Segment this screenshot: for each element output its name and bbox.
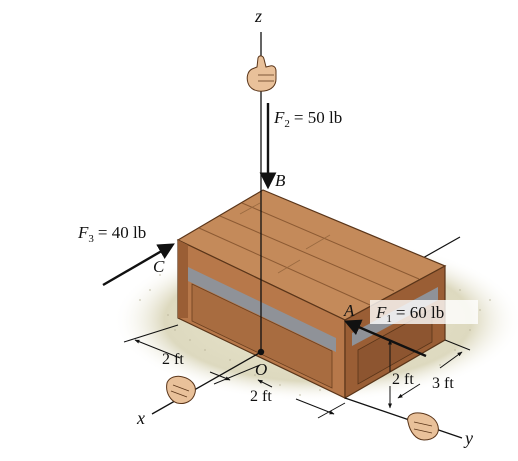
point-label-a: A [343,301,355,320]
x-axis [151,351,262,415]
crate-front-slot [188,267,336,352]
force-f3-label: F3 = 40 lb [77,223,146,245]
crate-front-panel [191,283,333,389]
dimension-label-depth: 3 ft [432,375,454,392]
dimension-depth-A [397,339,471,399]
dimension-label-height: 2 ft [392,371,414,388]
hand-y-icon [407,412,439,441]
crate-front-frame [178,240,188,318]
force-f2-label: F2 = 50 lb [273,108,342,130]
y-axis-lower [344,397,463,439]
force-f3-arrow [102,243,175,287]
dimension-label-x-left: 2 ft [162,351,184,368]
dimension-x-right [257,379,346,419]
floor-speckles [139,274,491,396]
hand-x-icon [166,375,196,404]
origin-label: O [255,360,267,379]
f1-label-background [370,300,478,324]
crate-top-seams [239,202,331,274]
point-label-b: B [275,171,286,190]
point-label-c: C [153,257,165,276]
hand-z-icon [246,55,277,92]
crate-top-planks [198,202,420,306]
origin-point [257,348,265,356]
force-f1-arrow [343,319,427,358]
dimension-label-x-right: 2 ft [250,388,272,405]
z-axis-label: z [254,6,262,26]
dimension-x-left [123,324,261,385]
y-axis-label: y [463,428,473,448]
force-f1-label: F1 = 60 lb [375,303,444,325]
x-axis-label: x [136,408,145,428]
